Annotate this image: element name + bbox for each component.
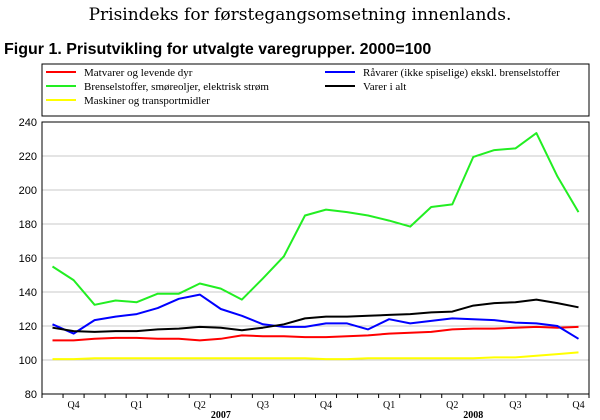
x-tick-label: Q1: [131, 400, 143, 411]
legend-box: [41, 63, 590, 117]
x-tick-label: Q3: [509, 400, 521, 411]
legend-label: Råvarer (ikke spiselige) ekskl. brensels…: [363, 67, 560, 79]
series-line-5: [52, 298, 579, 333]
x-tick-label: Q4: [572, 400, 584, 411]
x-tick-label: Q1: [383, 400, 395, 411]
x-tick-label: Q4: [320, 400, 332, 411]
x-tick-label: Q2: [194, 400, 206, 411]
y-tick-label: 240: [19, 117, 37, 129]
legend: Matvarer og levende dyr Brenselstoffer, s…: [46, 67, 560, 107]
gridlines: [42, 121, 589, 395]
y-tick-label: 180: [19, 219, 37, 231]
y-tick-label: 120: [19, 321, 37, 333]
series-line-3: [52, 351, 579, 361]
y-tick-label: 100: [19, 355, 37, 367]
chart-title: Figur 1. Prisutvikling for utvalgte vare…: [4, 41, 431, 58]
page-heading: Prisindeks for førstegangsomsetning inne…: [89, 5, 512, 25]
y-tick-label: 200: [19, 185, 37, 197]
x-tick-label: Q4: [67, 400, 79, 411]
legend-label: Brenselstoffer, smøreoljer, elektrisk st…: [84, 81, 269, 93]
x-tick-label: Q2: [446, 400, 458, 411]
y-tick-label: 220: [19, 151, 37, 163]
series-line-2: [51, 132, 580, 306]
legend-label: Matvarer og levende dyr: [84, 67, 193, 79]
y-axis-ticks: 80 100 120 140 160 180 200 220 240: [19, 117, 37, 401]
y-tick-label: 80: [25, 389, 37, 401]
y-tick-label: 140: [19, 287, 37, 299]
plot-frame: [41, 121, 590, 395]
x-year-label: 2007: [211, 410, 231, 420]
legend-label: Varer i alt: [363, 81, 406, 93]
series-lines: [51, 132, 580, 361]
legend-label: Maskiner og transportmidler: [84, 95, 210, 107]
x-axis-ticks: Q4 Q1 Q2 Q3 Q4 Q1 Q2 Q3 Q4 2007 2008: [41, 394, 590, 420]
series-line-1: [52, 325, 579, 342]
x-tick-label: Q3: [257, 400, 269, 411]
x-year-label: 2008: [463, 410, 483, 420]
series-line-4: [52, 293, 580, 340]
y-tick-label: 160: [19, 253, 37, 265]
